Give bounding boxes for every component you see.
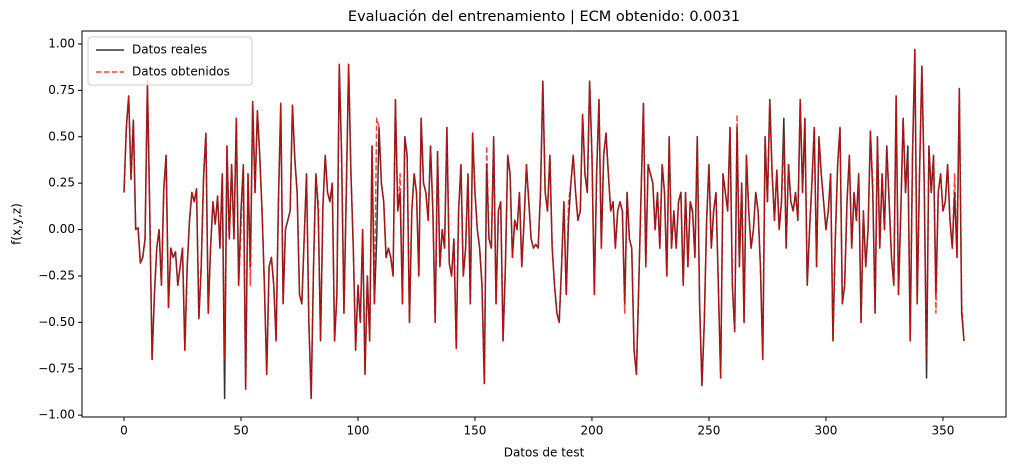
legend-box <box>87 36 253 86</box>
plot-frame <box>81 30 1007 418</box>
y-tick-label: 0.25 <box>48 176 75 190</box>
y-tick-label: 0.50 <box>48 129 75 143</box>
y-tick-label: 1.00 <box>48 36 75 50</box>
y-tick-label: 0.75 <box>48 83 75 97</box>
y-tick-label: −0.75 <box>38 361 75 375</box>
x-tick-label: 100 <box>347 424 370 438</box>
y-tick-label: −0.50 <box>38 315 75 329</box>
y-axis-label: f(x,y,z) <box>10 203 24 245</box>
x-tick-label: 250 <box>698 424 721 438</box>
legend-label: Datos obtenidos <box>132 65 230 79</box>
y-tick-label: −0.25 <box>38 268 75 282</box>
x-tick-label: 300 <box>814 424 837 438</box>
legend-label: Datos reales <box>132 43 207 57</box>
chart-title: Evaluación del entrenamiento | ECM obten… <box>348 9 740 25</box>
y-tick-label: 0.00 <box>48 222 75 236</box>
x-tick-label: 50 <box>233 424 248 438</box>
y-tick-label: −1.00 <box>38 408 75 422</box>
x-tick-label: 0 <box>120 424 128 438</box>
series-line <box>123 48 965 400</box>
x-tick-label: 150 <box>464 424 487 438</box>
x-tick-label: 200 <box>581 424 604 438</box>
x-axis-label: Datos de test <box>504 446 585 460</box>
x-tick-label: 350 <box>931 424 954 438</box>
